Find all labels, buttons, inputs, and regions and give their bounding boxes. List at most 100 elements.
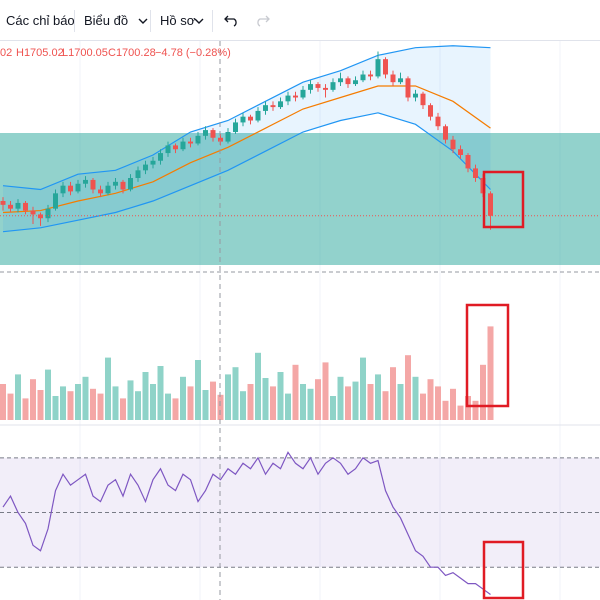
volume-bar (75, 384, 81, 420)
candle-body (398, 78, 403, 83)
candle-body (98, 189, 103, 194)
candle-body (435, 116, 441, 127)
volume-bar (367, 384, 374, 420)
rsi-line (2, 451, 491, 596)
candle-body (60, 185, 66, 194)
candle-body (390, 74, 396, 83)
volume-bar (262, 378, 269, 420)
candle-body (0, 201, 6, 205)
candle-body (323, 87, 328, 90)
volume-bar (187, 386, 194, 420)
candle-body (465, 155, 471, 169)
volume-bar (7, 393, 14, 420)
volume-bar (307, 388, 314, 420)
volume-bar (457, 405, 464, 420)
volume-bar (210, 381, 216, 420)
volume-bar (232, 367, 239, 420)
volume-bar (270, 386, 276, 420)
candle-body (128, 178, 133, 190)
redo-button[interactable] (254, 13, 270, 27)
ohlc-legend: 02 H1705.02 L1700.05 C1700.28 −4.78 (−0.… (0, 47, 231, 59)
candle-body (450, 139, 456, 150)
volume-bar (300, 384, 306, 420)
volume-bar (375, 374, 381, 420)
volume-bar (225, 374, 231, 420)
volume-bar (157, 366, 164, 420)
highlight-box (465, 303, 510, 408)
profile-menu[interactable]: Hồ sơ (160, 13, 196, 28)
rsi-band (0, 457, 600, 568)
candle-body (225, 132, 231, 142)
volume-bar (247, 384, 254, 420)
volume-pane (0, 326, 494, 420)
candle-body (113, 181, 118, 186)
volume-bar (165, 393, 171, 420)
volume-bar (345, 386, 351, 420)
candle-body (233, 122, 238, 132)
candle-body (180, 141, 186, 150)
volume-bar (435, 386, 441, 420)
volume-bar (22, 398, 29, 420)
volume-bar (352, 381, 359, 420)
volume-bar (427, 379, 434, 420)
candle-body (270, 105, 276, 108)
volume-bar (240, 391, 246, 420)
volume-bar (15, 374, 21, 420)
volume-bar (412, 376, 419, 420)
volume-bar (322, 362, 329, 420)
volume-bar (450, 388, 456, 420)
rsi-pane (0, 451, 600, 596)
candle-body (330, 82, 336, 90)
volume-bar (487, 326, 494, 420)
candle-body (195, 135, 201, 144)
separator (74, 10, 75, 32)
volume-bar (285, 393, 291, 420)
candle-body (105, 185, 111, 194)
volume-bar (420, 393, 426, 420)
candle-body (218, 137, 223, 142)
volume-bar (390, 367, 396, 420)
candle-body (45, 208, 51, 219)
candle-body (300, 89, 306, 98)
volume-bar (45, 369, 51, 420)
candle-body (135, 170, 141, 178)
indicators-button[interactable]: Các chỉ báo (6, 13, 75, 28)
volume-bar (337, 376, 344, 420)
candle-body (428, 105, 433, 117)
volume-bar (330, 396, 336, 420)
candle-body (383, 59, 388, 75)
candle-body (38, 214, 43, 219)
candle-body (308, 84, 313, 90)
separator (150, 10, 151, 32)
price-pane (0, 45, 600, 233)
candle-body (53, 193, 58, 209)
candle-body (375, 59, 381, 77)
candle-body (90, 179, 96, 190)
volume-bar (480, 364, 486, 420)
volume-bar (277, 372, 284, 420)
volume-bar (405, 355, 411, 420)
candle-body (338, 78, 343, 83)
candle-body (210, 130, 216, 138)
volume-bar (90, 388, 96, 420)
volume-bar (67, 391, 74, 420)
volume-bar (135, 391, 141, 420)
candle-body (165, 145, 171, 154)
candle-body (150, 160, 156, 165)
zone-rectangle (0, 133, 600, 265)
candle-body (443, 126, 448, 140)
chart: 02 H1705.02 L1700.05 C1700.28 −4.78 (−0.… (0, 41, 600, 600)
candle-body (285, 95, 291, 102)
volume-bar (97, 393, 104, 420)
candle-body (143, 164, 148, 171)
bb-lower (2, 112, 491, 233)
chart-menu[interactable]: Biểu đồ (84, 13, 129, 28)
volume-bar (127, 380, 134, 420)
candle-body (263, 105, 268, 111)
undo-button[interactable] (224, 13, 240, 27)
candle-body (488, 193, 493, 216)
volume-bar (397, 384, 404, 420)
candle-body (15, 202, 21, 209)
volume-bar (202, 390, 209, 420)
